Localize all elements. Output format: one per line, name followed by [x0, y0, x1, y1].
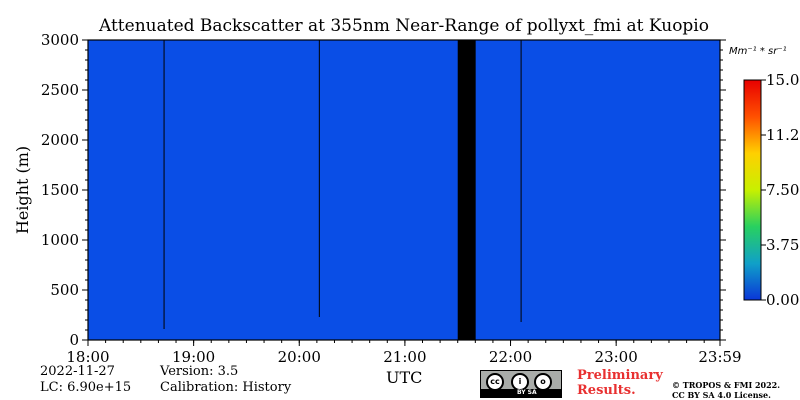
- y-tick-label-4: 2000: [41, 131, 79, 149]
- y-tick-label-2: 1000: [41, 231, 79, 249]
- calibration-text: Calibration: History: [160, 380, 292, 395]
- y-tick-label-3: 1500: [41, 181, 79, 199]
- y-tick-label-1: 500: [50, 281, 79, 299]
- x-tick-label-2: 20:00: [278, 348, 321, 366]
- y-axis-label: Height (m): [13, 146, 32, 234]
- x-tick-label-0: 18:00: [66, 348, 109, 366]
- cc-license-logo: cc i o BY SA: [480, 370, 562, 398]
- colorbar-unit: Mm⁻¹ * sr⁻¹: [729, 46, 787, 57]
- colorbar-tick-label-0: 0.00: [766, 291, 799, 309]
- copyright-note: © TROPOS & FMI 2022. CC BY SA 4.0 Licens…: [672, 380, 781, 400]
- date-text: 2022-11-27: [40, 364, 115, 379]
- x-tick-label-6: 23:59: [698, 348, 741, 366]
- y-tick-label-5: 2500: [41, 81, 79, 99]
- preliminary-note: Preliminary Results.: [577, 368, 663, 398]
- y-tick-label-0: 0: [69, 331, 79, 349]
- colorbar-tick-label-4: 15.00: [766, 71, 800, 89]
- cc-license-badge-label: BY SA: [481, 389, 561, 397]
- colorbar: [743, 79, 762, 301]
- x-tick-label-3: 21:00: [383, 348, 426, 366]
- x-axis-label: UTC: [386, 368, 423, 387]
- by-icon: i: [511, 373, 529, 391]
- colorbar-tick-label-3: 11.25: [766, 126, 800, 144]
- x-tick-label-5: 23:00: [595, 348, 638, 366]
- version-text: Version: 3.5: [160, 364, 239, 379]
- lc-text: LC: 6.90e+15: [40, 380, 132, 395]
- x-tick-label-1: 19:00: [172, 348, 215, 366]
- data-gap-0: [457, 40, 476, 340]
- colorbar-tick-label-2: 7.50: [766, 181, 799, 199]
- x-tick-label-4: 22:00: [489, 348, 532, 366]
- colorbar-tick-label-1: 3.75: [766, 236, 799, 254]
- y-tick-label-6: 3000: [41, 31, 79, 49]
- heatmap-background: [88, 40, 720, 340]
- chart-title: Attenuated Backscatter at 355nm Near-Ran…: [99, 16, 709, 36]
